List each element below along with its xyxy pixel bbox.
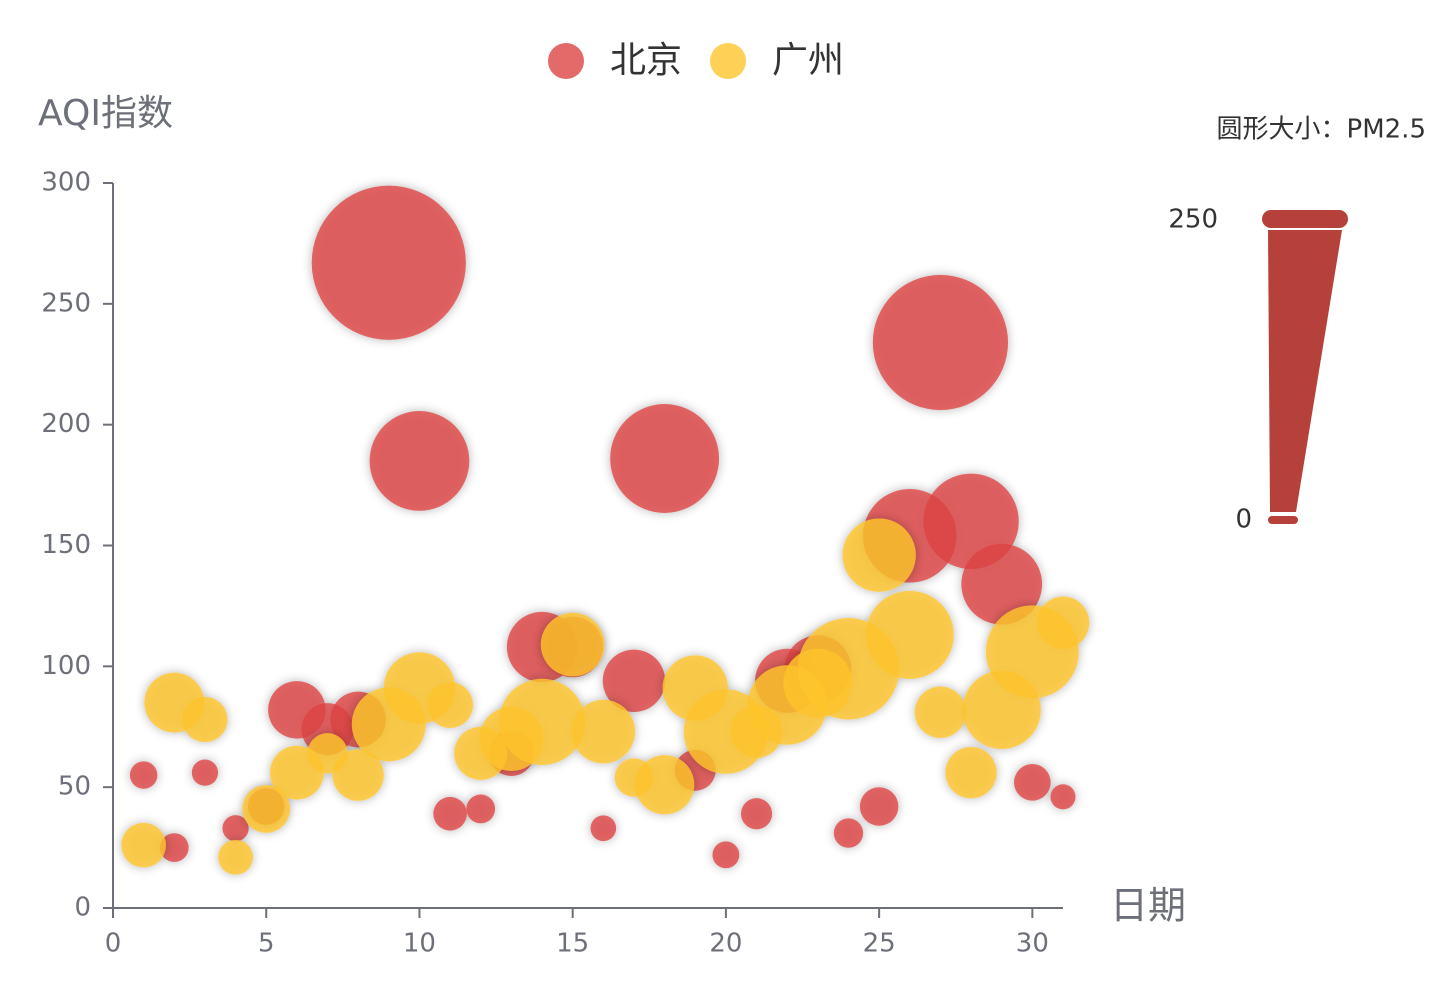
bubble [129, 761, 158, 789]
bubble [540, 612, 605, 677]
bubble [182, 696, 228, 743]
bubble [872, 274, 1009, 411]
series-group [121, 518, 1090, 875]
y-tick-label: 300 [41, 168, 91, 198]
y-tick-label: 250 [41, 288, 91, 318]
bubble [1014, 763, 1051, 801]
x-tick-label: 5 [258, 929, 275, 959]
bubble [712, 841, 740, 869]
y-tick-label: 100 [41, 651, 91, 681]
x-tick-label: 0 [105, 929, 122, 959]
bubble [1050, 784, 1076, 810]
x-tick-label: 15 [556, 929, 589, 959]
y-tick-label: 150 [41, 530, 91, 560]
y-tick-label: 0 [74, 893, 91, 923]
bubble [191, 759, 219, 786]
x-tick-label: 10 [403, 929, 436, 959]
bubble [433, 796, 467, 831]
bubble [610, 404, 720, 513]
bubble [121, 822, 166, 868]
bubble [865, 590, 954, 679]
bubble [159, 833, 189, 862]
x-tick-label: 30 [1016, 929, 1049, 959]
bubble [914, 686, 967, 738]
bubble [634, 755, 695, 815]
bubble [833, 818, 864, 848]
bubble [218, 839, 254, 875]
bubble [311, 185, 466, 340]
bubble [466, 794, 496, 824]
size-legend-handle [1268, 516, 1298, 524]
bubble [602, 649, 666, 713]
size-legend-bar [1268, 230, 1342, 512]
bubble [859, 787, 899, 826]
x-tick-label: 25 [863, 929, 896, 959]
bubble [369, 411, 470, 511]
legend-marker [710, 43, 747, 79]
bubble [842, 518, 916, 592]
x-axis-label: 日期 [1110, 884, 1186, 928]
legend-marker [548, 43, 584, 79]
bubble [498, 678, 586, 766]
legend-label: 广州 [772, 40, 844, 81]
bubble [242, 785, 291, 833]
x-tick-label: 20 [709, 929, 742, 959]
bubble [332, 749, 384, 801]
size-legend-max: 250 [1168, 205, 1218, 235]
bubble [945, 746, 997, 799]
bubble [571, 699, 636, 764]
bubble [1036, 596, 1090, 650]
y-axis-label: AQI指数 [38, 93, 173, 134]
bubble [222, 815, 249, 842]
size-legend-handle [1262, 210, 1348, 228]
legend-label: 北京 [610, 40, 682, 81]
size-legend-min: 0 [1235, 505, 1252, 535]
bubble [427, 682, 474, 728]
y-tick-label: 200 [41, 409, 91, 439]
bubble [961, 543, 1043, 625]
y-tick-label: 50 [58, 772, 91, 802]
size-legend-title: 圆形大小：PM2.5 [1217, 115, 1426, 145]
bubble [590, 815, 617, 842]
bubble [740, 798, 773, 830]
